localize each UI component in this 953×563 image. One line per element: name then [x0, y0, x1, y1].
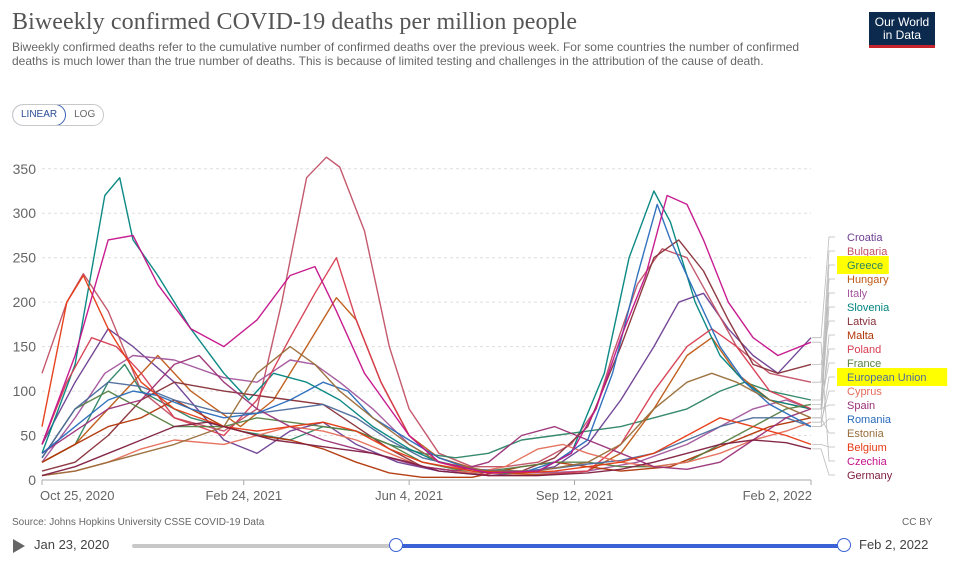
legend-connector	[812, 443, 835, 448]
timeline-end-handle[interactable]	[837, 538, 851, 552]
owid-logo[interactable]: Our World in Data	[869, 12, 935, 48]
legend-connector	[812, 448, 835, 476]
series-line-poland	[41, 256, 812, 477]
timeline-selected-range	[396, 544, 844, 548]
play-icon[interactable]	[13, 539, 25, 553]
legend-label-latvia: Latvia	[847, 316, 877, 328]
log-scale-button[interactable]: LOG	[74, 109, 96, 120]
x-tick-label: Oct 25, 2020	[40, 488, 114, 503]
legend-connector	[812, 320, 835, 365]
series-line-germany	[41, 421, 812, 477]
y-tick-label: 100	[13, 383, 37, 399]
x-tick-label: Feb 2, 2022	[743, 488, 812, 503]
series-line-estonia	[41, 345, 812, 477]
legend-label-bulgaria: Bulgaria	[847, 246, 888, 258]
scale-toggle: LINEAR LOG	[12, 104, 105, 126]
series-line-czechia	[41, 194, 812, 474]
line-chart: 0 50 100 150 200 250 300 350 Oct 25, 2020 Feb 24…	[13, 156, 948, 503]
y-tick-label: 250	[13, 250, 37, 266]
series-line-bulgaria	[41, 156, 812, 468]
x-axis: Oct 25, 2020 Feb 24, 2021 Jun 4, 2021 Sep 1…	[40, 480, 812, 503]
logo-line-2: in Data	[882, 28, 922, 42]
series-line-belgium	[41, 274, 812, 474]
series-line-slovenia	[41, 177, 812, 474]
legend-label-france: France	[847, 358, 881, 370]
legend-label-croatia: Croatia	[847, 232, 883, 244]
legend-connector	[812, 264, 835, 401]
linear-scale-button[interactable]: LINEAR	[13, 105, 67, 125]
legend-label-cyprus: Cyprus	[847, 386, 882, 398]
legend-label-czechia: Czechia	[847, 456, 888, 468]
legend-label-slovenia: Slovenia	[847, 302, 890, 314]
y-tick-label: 200	[13, 294, 37, 310]
legend-label-malta: Malta	[847, 330, 875, 342]
series-lines	[41, 156, 812, 478]
legend-connector	[812, 236, 835, 339]
legend-connector	[812, 418, 835, 428]
legend-connector	[812, 362, 835, 405]
series-line-italy	[41, 354, 812, 474]
legend-highlight	[837, 368, 948, 386]
timeline-start-date[interactable]: Jan 23, 2020	[34, 537, 110, 552]
legend-label-romania: Romania	[847, 414, 892, 426]
legend-label-germany: Germany	[847, 470, 893, 482]
license-link[interactable]: CC BY	[902, 517, 933, 528]
legend-label-belgium: Belgium	[847, 442, 887, 454]
chart-subtitle: Biweekly confirmed deaths refer to the c…	[12, 40, 800, 68]
x-tick-label: Sep 12, 2021	[536, 488, 613, 503]
chart-title: Biweekly confirmed COVID-19 deaths per m…	[12, 9, 578, 35]
y-axis: 0 50 100 150 200 250 300 350	[13, 161, 37, 488]
series-line-romania	[41, 203, 812, 474]
legend-connector	[812, 404, 835, 410]
legend-label-hungary: Hungary	[847, 274, 889, 286]
logo-line-1: Our World	[874, 15, 930, 29]
x-tick-label: Jun 4, 2021	[375, 488, 443, 503]
x-tick-label: Feb 24, 2021	[205, 488, 282, 503]
timeline: Jan 23, 2020 Feb 2, 2022	[0, 533, 953, 559]
legend: Croatia Bulgaria Greece Hungary Italy Sloveni…	[812, 232, 948, 482]
source-note: Source: Johns Hopkins University CSSE CO…	[12, 517, 265, 528]
y-tick-label: 300	[13, 205, 37, 221]
series-line-european-union	[41, 381, 812, 472]
y-tick-label: 0	[28, 472, 36, 488]
legend-label-european-union: European Union	[847, 372, 927, 384]
legend-label-italy: Italy	[847, 288, 868, 300]
legend-label-estonia: Estonia	[847, 428, 885, 440]
y-tick-label: 350	[13, 161, 37, 177]
series-line-hungary	[41, 296, 812, 476]
timeline-track[interactable]	[132, 538, 851, 552]
y-tick-label: 150	[13, 339, 37, 355]
series-line-malta	[41, 399, 812, 478]
legend-label-poland: Poland	[847, 344, 881, 356]
legend-label-spain: Spain	[847, 400, 875, 412]
timeline-start-handle[interactable]	[389, 538, 404, 552]
legend-connector	[812, 250, 835, 383]
y-tick-label: 50	[20, 428, 36, 444]
legend-highlight	[837, 256, 889, 274]
legend-label-greece: Greece	[847, 260, 883, 272]
legend-connector	[812, 341, 835, 462]
legend-connector	[812, 417, 835, 434]
timeline-end-date[interactable]: Feb 2, 2022	[859, 537, 929, 552]
